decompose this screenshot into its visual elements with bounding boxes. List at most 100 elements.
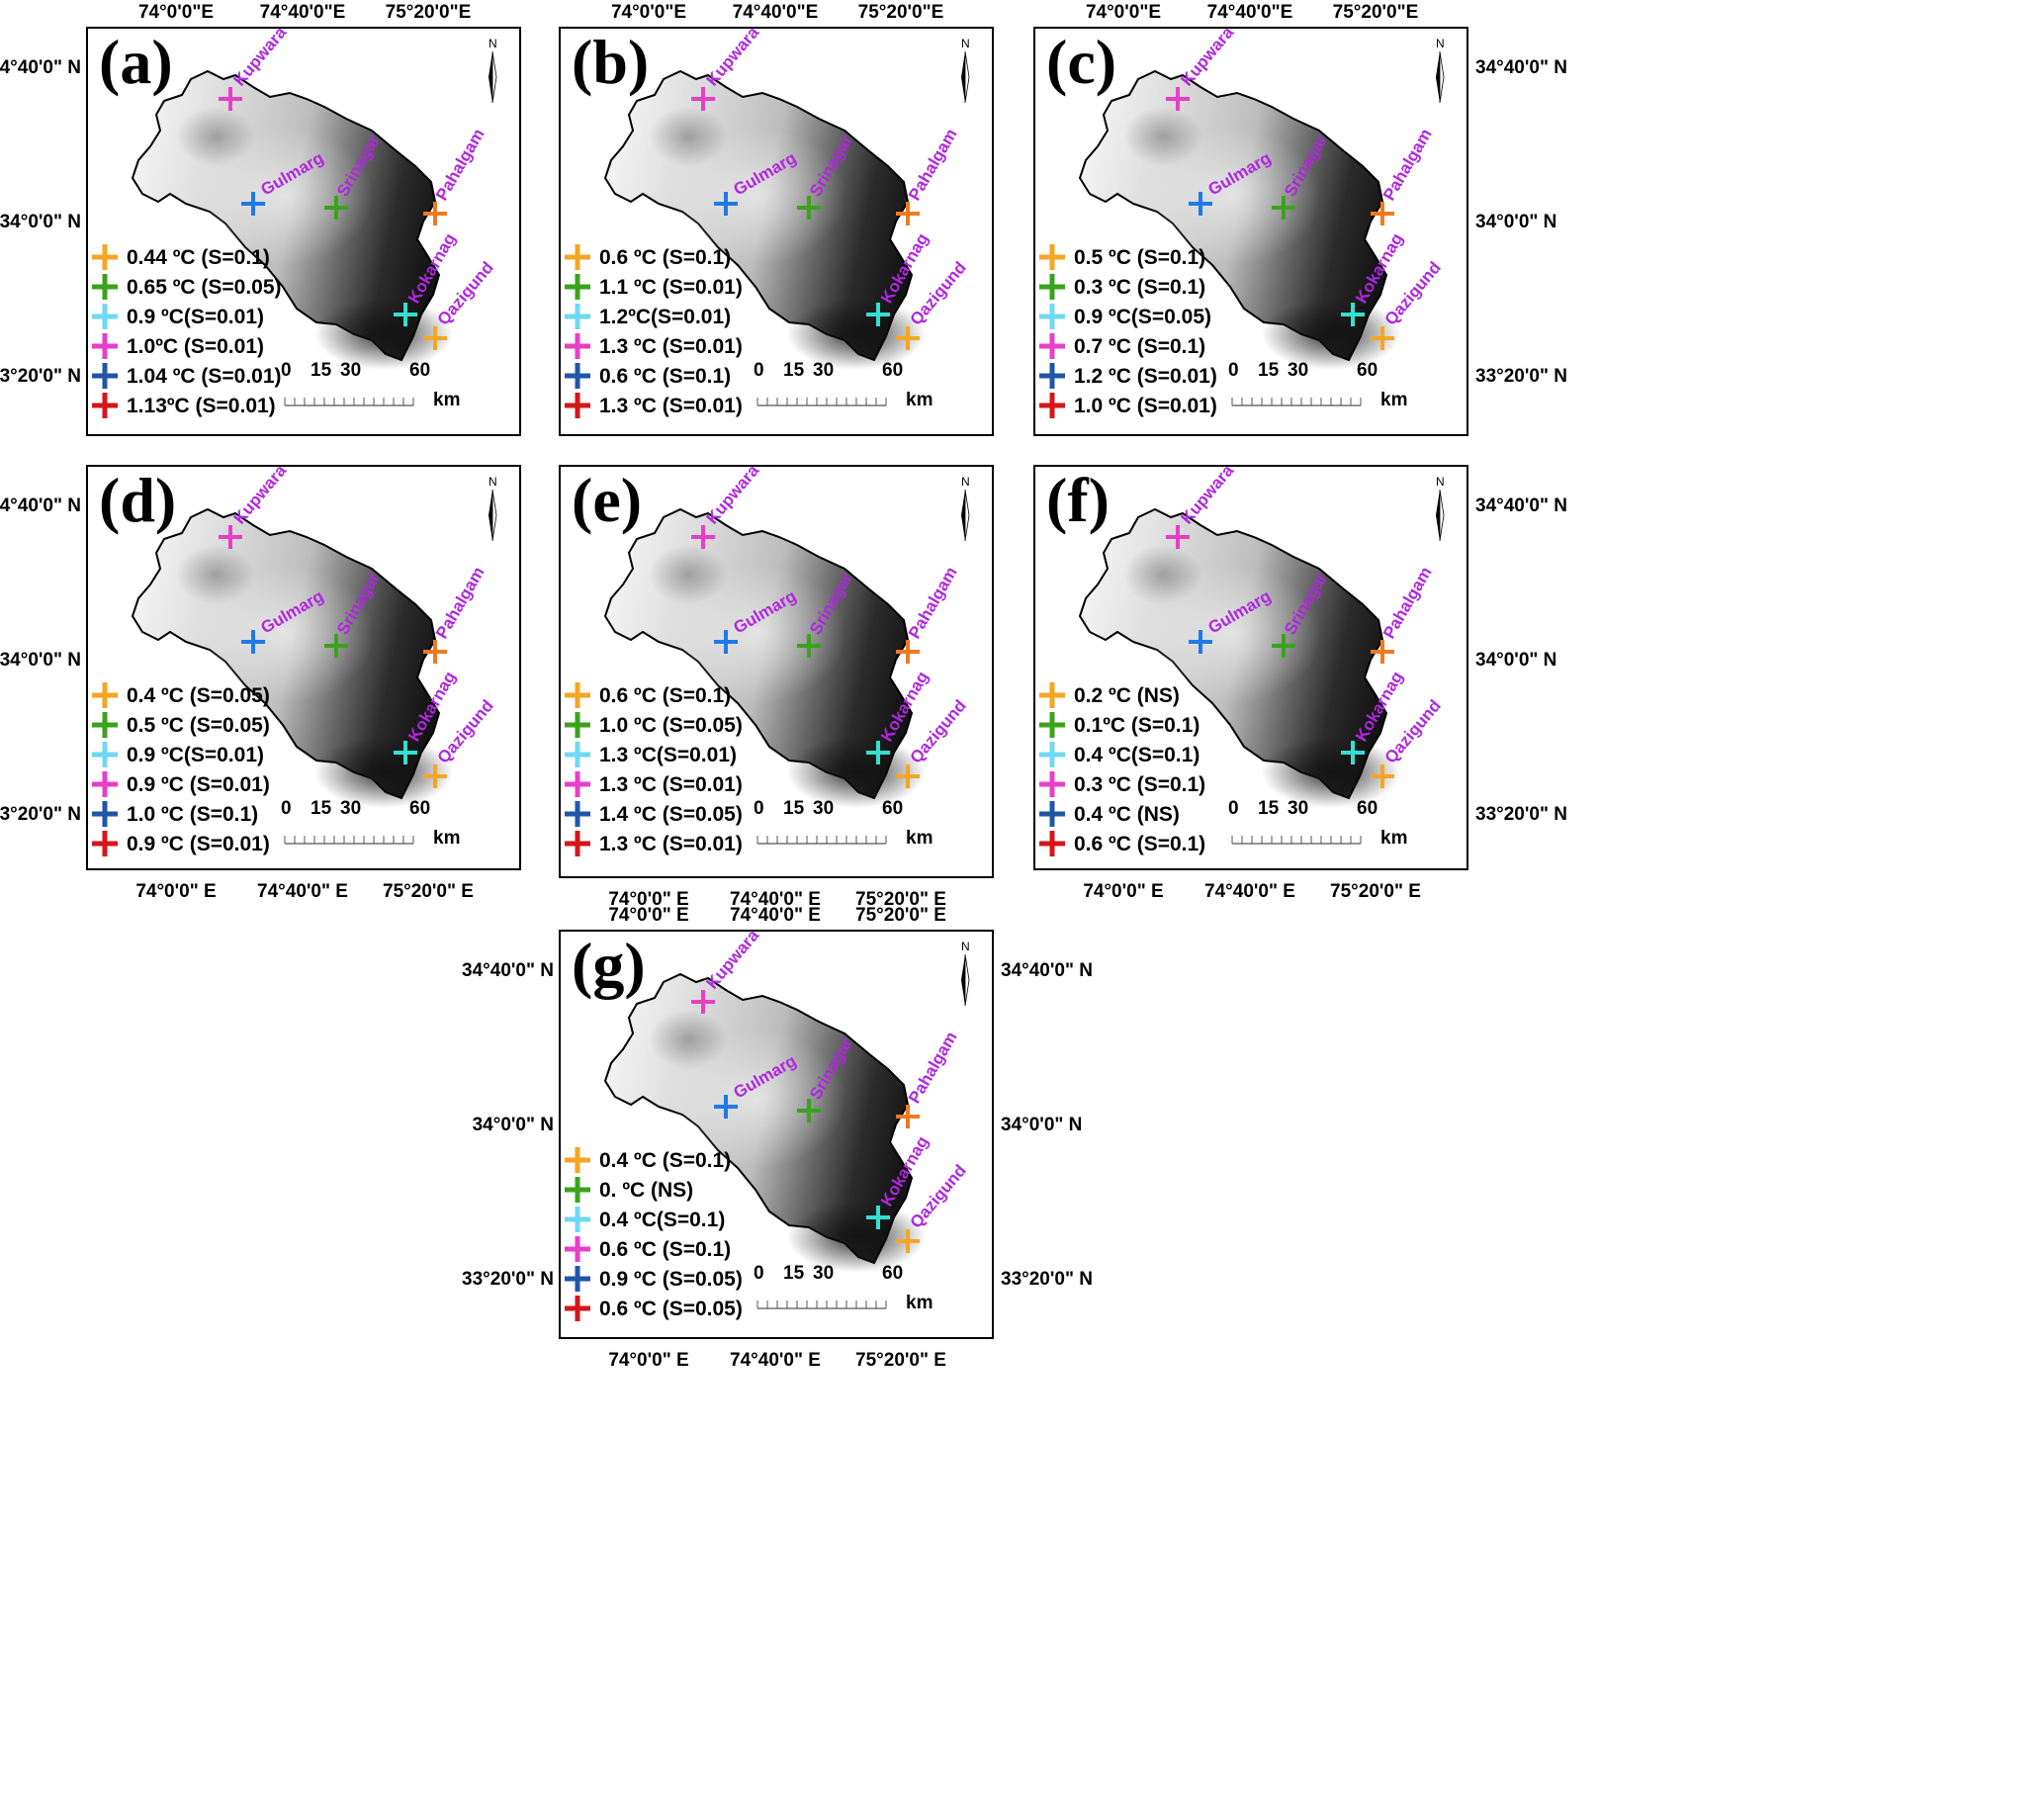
valley-floor-shade	[196, 565, 374, 703]
scale-tick-label: 60	[1357, 360, 1377, 381]
legend-marker-3	[565, 771, 590, 797]
station-marker-pahalgam	[423, 640, 447, 664]
legend-entry: 0.7 ºC (S=0.1)	[1074, 335, 1205, 358]
north-label: N	[961, 940, 970, 953]
northwest-ridge-shade	[176, 545, 255, 604]
scale-tick-label: 15	[1258, 798, 1280, 819]
legend-entry: 1.3 ºC (S=0.01)	[599, 773, 743, 796]
top-longitude-label: 75°20'0" E	[855, 905, 946, 926]
legend-marker-2	[92, 304, 118, 329]
north-label: N	[1436, 475, 1445, 489]
panel-label: (e)	[572, 465, 642, 535]
panel-label: (a)	[99, 27, 173, 97]
north-label: N	[489, 37, 497, 50]
legend-entry: 0.9 ºC (S=0.01)	[127, 833, 270, 855]
legend-marker-0	[92, 682, 118, 708]
station-marker-kupwara	[691, 990, 715, 1014]
legend-marker-4	[565, 801, 590, 827]
legend-marker-3	[565, 333, 590, 359]
scale-tick-label: 30	[1288, 360, 1308, 381]
legend-marker-5	[565, 831, 590, 856]
northwest-ridge-shade	[176, 107, 255, 166]
scale-tick-label: 60	[882, 798, 903, 819]
legend-marker-5	[565, 1296, 590, 1321]
elevation-map	[1079, 508, 1400, 808]
legend-entry: 1.3 ºC (S=0.01)	[599, 335, 743, 358]
valley-floor-shade	[1143, 127, 1321, 265]
legend-marker-5	[565, 393, 590, 418]
north-arrow-icon: N	[489, 475, 497, 542]
station-marker-pahalgam	[896, 1105, 920, 1128]
legend-entry: 0.6 ºC (S=0.1)	[599, 684, 731, 707]
legend-entry: 1.3 ºC (S=0.01)	[599, 395, 743, 417]
legend-marker-2	[565, 1207, 590, 1232]
legend-entry: 0.6 ºC (S=0.1)	[599, 365, 731, 388]
legend-entry: 0.2 ºC (NS)	[1074, 684, 1180, 707]
northwest-ridge-shade	[649, 107, 728, 166]
station-marker-kupwara	[691, 87, 715, 111]
bottom-longitude-label: 74°40'0" E	[730, 889, 821, 910]
legend-entry: 0.1ºC (S=0.1)	[1074, 714, 1200, 737]
scale-unit: km	[906, 390, 933, 410]
scale-tick-label: 15	[311, 798, 332, 819]
station-marker-kupwara	[691, 525, 715, 549]
scale-unit: km	[906, 828, 933, 849]
legend-marker-1	[565, 1177, 590, 1203]
scale-tick-label: 0	[1228, 360, 1239, 381]
legend-marker-1	[92, 274, 118, 300]
station-marker-srinagar	[797, 1099, 821, 1122]
northwest-ridge-shade	[1123, 545, 1202, 604]
left-latitude-label: 33°20'0" N	[0, 804, 81, 825]
legend-entry: 0.6 ºC (S=0.1)	[599, 246, 731, 269]
station-marker-kupwara	[219, 525, 242, 549]
scale-tick-label: 30	[340, 360, 361, 381]
legend-entry: 0.4 ºC(S=0.1)	[599, 1209, 725, 1231]
scale-tick-label: 15	[311, 360, 332, 381]
scale-tick-label: 30	[813, 1263, 834, 1284]
legend-marker-3	[92, 771, 118, 797]
scale-tick-label: 15	[783, 1263, 805, 1284]
top-longitude-label: 74°0'0" E	[608, 905, 688, 926]
left-latitude-label: 34°40'0" N	[0, 495, 81, 516]
scale-tick-label: 0	[1228, 798, 1239, 819]
pir-panjal-ridge-shade	[787, 299, 926, 370]
legend-entry: 0.3 ºC (S=0.1)	[1074, 773, 1205, 796]
north-arrow-icon: N	[961, 475, 970, 542]
bottom-longitude-label: 74°0'0" E	[608, 1350, 688, 1371]
legend-marker-2	[565, 742, 590, 767]
scale-tick-label: 60	[882, 1263, 903, 1284]
legend-entry: 1.1 ºC (S=0.01)	[599, 276, 743, 299]
north-arrow-icon: N	[961, 940, 970, 1007]
station-marker-qazigund	[1371, 764, 1394, 788]
scale-tick-label: 60	[409, 798, 430, 819]
pir-panjal-ridge-shade	[1262, 299, 1400, 370]
right-latitude-label: 34°40'0" N	[1475, 57, 1567, 78]
north-arrow-icon: N	[1436, 475, 1445, 542]
scale-tick-label: 15	[783, 798, 805, 819]
legend-marker-2	[1039, 742, 1065, 767]
legend-marker-5	[1039, 831, 1065, 856]
station-marker-kokarnag	[866, 741, 890, 764]
north-arrow-icon: N	[961, 37, 970, 104]
panel-label: (g)	[572, 930, 646, 1000]
legend-marker-5	[92, 393, 118, 418]
station-marker-kokarnag	[1341, 303, 1365, 326]
station-marker-gulmarg	[241, 630, 265, 654]
legend-entry: 1.0 ºC (S=0.05)	[599, 714, 743, 737]
legend-entry: 1.3 ºC (S=0.01)	[599, 833, 743, 855]
legend-entry: 1.04 ºC (S=0.01)	[127, 365, 282, 388]
legend-entry: 0.44 ºC (S=0.1)	[127, 246, 270, 269]
legend-marker-5	[1039, 393, 1065, 418]
left-latitude-label: 34°40'0" N	[0, 57, 81, 78]
elevation-map	[604, 508, 926, 808]
north-arrow-half	[1439, 489, 1445, 542]
top-longitude-label: 74°40'0"E	[1207, 2, 1293, 23]
station-marker-pahalgam	[896, 640, 920, 664]
elevation-map	[132, 508, 453, 808]
